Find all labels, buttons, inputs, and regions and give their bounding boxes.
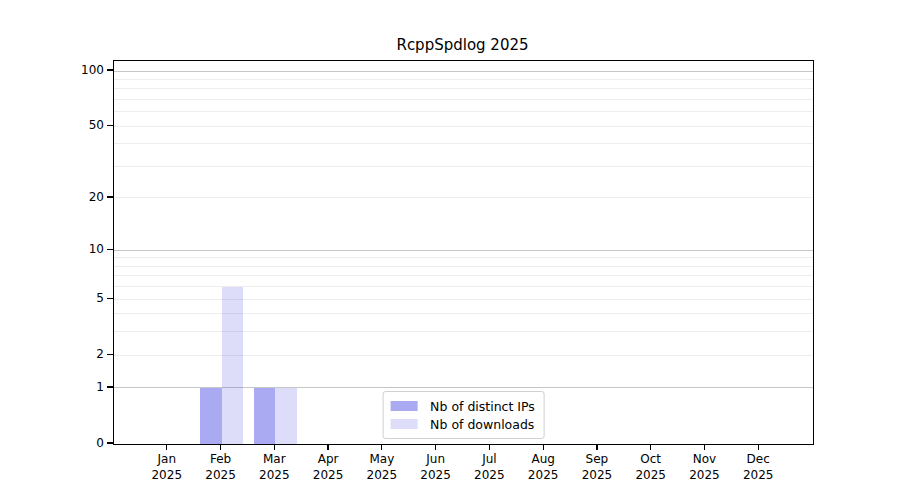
y-tick-mark bbox=[107, 298, 113, 299]
x-tick-label: Dec2025 bbox=[728, 451, 788, 483]
chart-figure: RcppSpdlog 2025 Nb of distinct IPsNb of … bbox=[0, 0, 900, 500]
x-tick-year: 2025 bbox=[674, 467, 734, 483]
chart-title: RcppSpdlog 2025 bbox=[113, 36, 812, 54]
x-tick-label: Mar2025 bbox=[244, 451, 304, 483]
x-tick-mark bbox=[704, 444, 705, 450]
gridline-minor bbox=[114, 111, 813, 112]
x-tick-month: Mar bbox=[244, 451, 304, 467]
gridline-minor bbox=[114, 286, 813, 287]
x-tick-month: Aug bbox=[513, 451, 573, 467]
x-tick-year: 2025 bbox=[406, 467, 466, 483]
gridline-minor bbox=[114, 275, 813, 276]
chart-legend: Nb of distinct IPs Nb of downloads bbox=[382, 391, 545, 439]
x-tick-mark bbox=[596, 444, 597, 450]
y-tick-label: 1 bbox=[0, 379, 104, 395]
y-tick-mark bbox=[107, 125, 113, 126]
x-tick-month: Dec bbox=[728, 451, 788, 467]
x-tick-mark bbox=[166, 444, 167, 450]
gridline-minor bbox=[114, 257, 813, 258]
x-tick-year: 2025 bbox=[191, 467, 251, 483]
bar bbox=[254, 388, 276, 444]
x-tick-label: Sep2025 bbox=[567, 451, 627, 483]
y-tick-label: 50 bbox=[0, 117, 104, 133]
gridline-major bbox=[114, 71, 813, 72]
x-tick-year: 2025 bbox=[137, 467, 197, 483]
x-tick-mark bbox=[220, 444, 221, 450]
gridline-minor bbox=[114, 331, 813, 332]
x-tick-month: Sep bbox=[567, 451, 627, 467]
gridline-minor bbox=[114, 126, 813, 127]
x-tick-year: 2025 bbox=[728, 467, 788, 483]
legend-label: Nb of distinct IPs bbox=[430, 399, 535, 414]
x-tick-mark bbox=[543, 444, 544, 450]
gridline-minor bbox=[114, 88, 813, 89]
legend-row: Nb of distinct IPs bbox=[390, 397, 535, 415]
x-tick-label: Jun2025 bbox=[406, 451, 466, 483]
x-tick-label: Jul2025 bbox=[459, 451, 519, 483]
y-tick-mark bbox=[107, 354, 113, 355]
x-tick-label: Feb2025 bbox=[191, 451, 251, 483]
gridline-minor bbox=[114, 197, 813, 198]
y-tick-label: 2 bbox=[0, 346, 104, 362]
gridline-minor bbox=[114, 79, 813, 80]
x-tick-label: Apr2025 bbox=[298, 451, 358, 483]
y-tick-label: 0 bbox=[0, 435, 104, 451]
x-tick-year: 2025 bbox=[513, 467, 573, 483]
x-tick-month: Jan bbox=[137, 451, 197, 467]
y-tick-mark bbox=[107, 249, 113, 250]
x-tick-label: Jan2025 bbox=[137, 451, 197, 483]
bar bbox=[222, 287, 244, 444]
x-tick-mark bbox=[381, 444, 382, 450]
y-tick-mark bbox=[107, 196, 113, 197]
y-tick-label: 10 bbox=[0, 241, 104, 257]
bar bbox=[275, 388, 297, 444]
x-tick-month: Jul bbox=[459, 451, 519, 467]
y-tick-mark bbox=[107, 386, 113, 387]
x-tick-month: Nov bbox=[674, 451, 734, 467]
x-tick-mark bbox=[489, 444, 490, 450]
x-tick-year: 2025 bbox=[567, 467, 627, 483]
legend-swatch bbox=[390, 419, 417, 429]
gridline-minor bbox=[114, 313, 813, 314]
x-tick-year: 2025 bbox=[621, 467, 681, 483]
x-tick-mark bbox=[327, 444, 328, 450]
gridline-minor bbox=[114, 299, 813, 300]
legend-row: Nb of downloads bbox=[390, 415, 535, 433]
y-tick-label: 20 bbox=[0, 189, 104, 205]
y-tick-mark bbox=[107, 69, 113, 70]
x-tick-year: 2025 bbox=[298, 467, 358, 483]
x-tick-label: Aug2025 bbox=[513, 451, 573, 483]
x-tick-label: May2025 bbox=[352, 451, 412, 483]
x-tick-month: Feb bbox=[191, 451, 251, 467]
x-tick-mark bbox=[650, 444, 651, 450]
y-tick-mark bbox=[107, 442, 113, 443]
bar bbox=[200, 388, 222, 444]
x-tick-month: Jun bbox=[406, 451, 466, 467]
y-tick-label: 5 bbox=[0, 290, 104, 306]
x-tick-label: Nov2025 bbox=[674, 451, 734, 483]
gridline-minor bbox=[114, 143, 813, 144]
y-tick-label: 100 bbox=[0, 62, 104, 78]
gridline-minor bbox=[114, 266, 813, 267]
x-tick-year: 2025 bbox=[352, 467, 412, 483]
x-tick-month: Oct bbox=[621, 451, 681, 467]
x-tick-label: Oct2025 bbox=[621, 451, 681, 483]
gridline-major bbox=[114, 250, 813, 251]
legend-swatch bbox=[390, 401, 417, 411]
x-tick-month: May bbox=[352, 451, 412, 467]
x-tick-year: 2025 bbox=[459, 467, 519, 483]
plot-area: Nb of distinct IPs Nb of downloads bbox=[113, 60, 814, 445]
x-tick-mark bbox=[274, 444, 275, 450]
x-tick-mark bbox=[435, 444, 436, 450]
gridline-minor bbox=[114, 355, 813, 356]
x-tick-year: 2025 bbox=[244, 467, 304, 483]
x-tick-month: Apr bbox=[298, 451, 358, 467]
legend-label: Nb of downloads bbox=[430, 417, 534, 432]
gridline-minor bbox=[114, 99, 813, 100]
gridline-minor bbox=[114, 166, 813, 167]
x-tick-mark bbox=[758, 444, 759, 450]
